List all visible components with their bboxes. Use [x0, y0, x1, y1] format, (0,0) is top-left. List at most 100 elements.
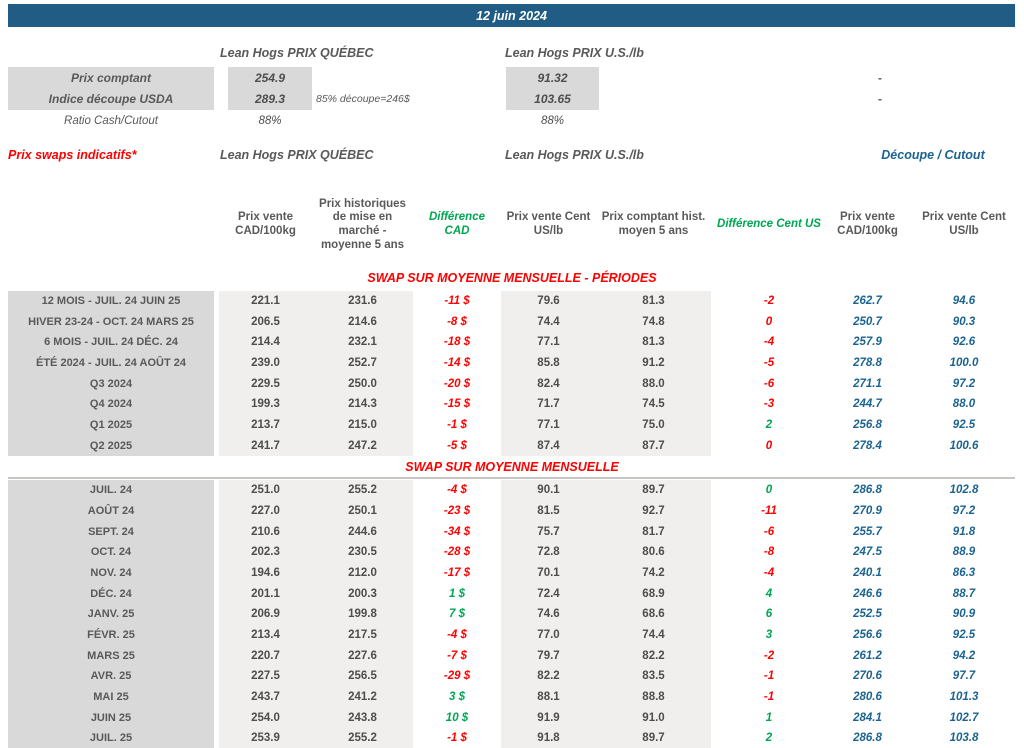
summary-row-indice-decoupe: Indice découpe USDA 289.3 85% découpe=24…: [0, 88, 1024, 110]
cell-prix-comptant-hist: 87.7: [596, 435, 711, 456]
row-label: JANV. 25: [8, 604, 214, 625]
cell-cutout-cent-us: 102.7: [949, 711, 979, 724]
cell-prix-vente-cent-us: 72.4: [501, 583, 596, 605]
row-label: OCT. 24: [8, 542, 214, 563]
cell-difference-cent-us: -4: [763, 567, 775, 580]
cell-prix-hist-cad: 230.5: [312, 542, 413, 563]
cell-difference-cad: -17 $: [443, 567, 471, 580]
cell-difference-cent-us: -6: [763, 525, 775, 538]
cell-cutout-cad: 257.9: [853, 336, 882, 349]
cell-prix-hist-cad: 232.1: [312, 331, 413, 353]
cell-prix-vente-cent-us: 72.8: [501, 542, 596, 563]
cell-cutout-cad: 270.6: [853, 670, 882, 683]
cell-prix-vente-cent-us: 75.7: [501, 521, 596, 543]
cell-prix-hist-cad: 255.2: [312, 728, 413, 748]
cell-cutout-cent-us: 94.2: [952, 649, 976, 662]
row-label: AOÛT 24: [8, 500, 214, 522]
cell-difference-cad: 1 $: [449, 587, 465, 600]
cell-prix-comptant-hist: 68.9: [596, 583, 711, 605]
cell-cutout-cent-us: 92.6: [952, 336, 976, 349]
cell-cutout-cad: 247.5: [853, 546, 882, 559]
table-row: MARS 25 220.7 227.6 -7 $ 79.7 82.2 -2 261.2 94.2: [0, 645, 1024, 667]
cell-prix-comptant-hist: 68.6: [596, 604, 711, 625]
cell-prix-comptant-hist: 88.8: [596, 686, 711, 708]
cell-prix-vente-cent-us: 81.5: [501, 500, 596, 522]
cell-cutout-cent-us: 97.7: [952, 670, 976, 683]
cell-cutout-cent-us: 101.3: [949, 691, 979, 704]
cell-prix-hist-cad: 250.0: [312, 373, 413, 394]
cell-difference-cent-us: -2: [763, 649, 775, 662]
cell-difference-cent-us: -8: [763, 546, 775, 559]
row-label: JUIL. 24: [8, 480, 214, 501]
cell-prix-vente-cent-us: 91.9: [501, 707, 596, 729]
row-label: Q3 2024: [8, 373, 214, 394]
cell-prix-vente-cent-us: 82.4: [501, 373, 596, 394]
table-row: OCT. 24 202.3 230.5 -28 $ 72.8 80.6 -8 247.5 88.…: [0, 542, 1024, 563]
row-label: DÉC. 24: [8, 583, 214, 605]
col-header-prix-vente-cad: Prix vente CAD/100kg: [235, 211, 296, 237]
cell-cutout-cent-us: 94.6: [952, 294, 976, 307]
cell-cutout-cad: 270.9: [853, 505, 882, 517]
table-row: Q3 2024 229.5 250.0 -20 $ 82.4 88.0 -6 271.1 97.…: [0, 373, 1024, 394]
swaps-title: Prix swaps indicatifs*: [8, 148, 137, 162]
cell-prix-vente-cent-us: 87.4: [501, 435, 596, 456]
column-headers: Prix vente CAD/100kg Prix historiques de…: [0, 188, 1024, 262]
cell-difference-cad: -4 $: [447, 484, 467, 497]
summary-us-value: 88%: [540, 114, 565, 127]
cell-prix-comptant-hist: 83.5: [596, 666, 711, 687]
swaps-us-header: Lean Hogs PRIX U.S./lb: [505, 148, 644, 162]
cell-prix-vente-cent-us: 88.1: [501, 686, 596, 708]
row-label: JUIL. 25: [8, 728, 214, 748]
cell-cutout-cent-us: 102.8: [949, 484, 979, 497]
cell-prix-comptant-hist: 81.7: [596, 521, 711, 543]
cell-difference-cent-us: -6: [763, 377, 775, 390]
cell-cutout-cad: 280.6: [853, 691, 882, 704]
cell-prix-vente-cad: 206.9: [219, 604, 312, 625]
cutout-header: Découpe / Cutout: [881, 148, 985, 162]
cell-prix-vente-cent-us: 79.7: [501, 645, 596, 667]
cell-cutout-cad: 244.7: [853, 398, 882, 411]
summary-dash: -: [878, 92, 882, 107]
cell-prix-comptant-hist: 91.0: [596, 707, 711, 729]
row-label: ÉTÉ 2024 - JUIL. 24 AOÛT 24: [8, 352, 214, 374]
date-header-bar: 12 juin 2024: [8, 4, 1015, 27]
cell-prix-vente-cent-us: 91.8: [501, 728, 596, 748]
cell-difference-cad: -14 $: [443, 356, 471, 369]
col-header-prix-historiques: Prix historiques de mise en marché - moy…: [319, 197, 406, 251]
cell-cutout-cent-us: 88.7: [952, 587, 976, 600]
decoupe-note: 85% découpe=246$: [316, 93, 410, 106]
cell-difference-cent-us: -5: [763, 356, 775, 369]
cell-prix-hist-cad: 256.5: [312, 666, 413, 687]
cell-difference-cent-us: 0: [765, 484, 773, 497]
summary-row-prix-comptant: Prix comptant 254.9 91.32 -: [0, 67, 1024, 89]
col-header-cutout-cad: Prix vente CAD/100kg: [837, 211, 898, 237]
cell-prix-vente-cad: 251.0: [219, 480, 312, 501]
summary-qc-value: 289.3: [228, 88, 312, 110]
table-row: FÉVR. 25 213.4 217.5 -4 $ 77.0 74.4 3 256.6 92.5: [0, 624, 1024, 646]
cell-prix-vente-cent-us: 77.0: [501, 624, 596, 646]
cell-prix-comptant-hist: 89.7: [596, 480, 711, 501]
table-row: AVR. 25 227.5 256.5 -29 $ 82.2 83.5 -1 270.6 97.…: [0, 666, 1024, 687]
cell-difference-cad: -18 $: [443, 336, 471, 349]
cell-cutout-cad: 256.6: [853, 629, 882, 642]
cell-cutout-cad: 262.7: [853, 294, 882, 307]
cell-cutout-cent-us: 90.3: [952, 315, 976, 328]
row-label: AVR. 25: [8, 666, 214, 687]
cell-prix-hist-cad: 243.8: [312, 707, 413, 729]
swaps-quebec-header: Lean Hogs PRIX QUÉBEC: [220, 148, 374, 162]
cell-prix-vente-cad: 213.4: [219, 624, 312, 646]
cell-prix-vente-cad: 227.0: [219, 500, 312, 522]
cell-difference-cent-us: 3: [765, 629, 773, 642]
cell-difference-cent-us: -4: [763, 336, 775, 349]
table-row: ÉTÉ 2024 - JUIL. 24 AOÛT 24 239.0 252.7 -14…: [0, 352, 1024, 374]
table-row: Q1 2025 213.7 215.0 -1 $ 77.1 75.0 2 256.8 92.5: [0, 414, 1024, 436]
cell-prix-vente-cent-us: 77.1: [501, 331, 596, 353]
cell-prix-vente-cad: 194.6: [219, 562, 312, 584]
col-header-cutout-cent-us: Prix vente Cent US/lb: [922, 211, 1006, 237]
cell-cutout-cent-us: 100.0: [949, 356, 979, 369]
row-label: MAI 25: [8, 686, 214, 708]
table-row: SEPT. 24 210.6 244.6 -34 $ 75.7 81.7 -6 255.7 91…: [0, 521, 1024, 543]
cell-prix-comptant-hist: 74.4: [596, 624, 711, 646]
table-row: MAI 25 243.7 241.2 3 $ 88.1 88.8 -1 280.6 101.3: [0, 686, 1024, 708]
section-title-mensuelle: SWAP SUR MOYENNE MENSUELLE: [405, 460, 619, 474]
